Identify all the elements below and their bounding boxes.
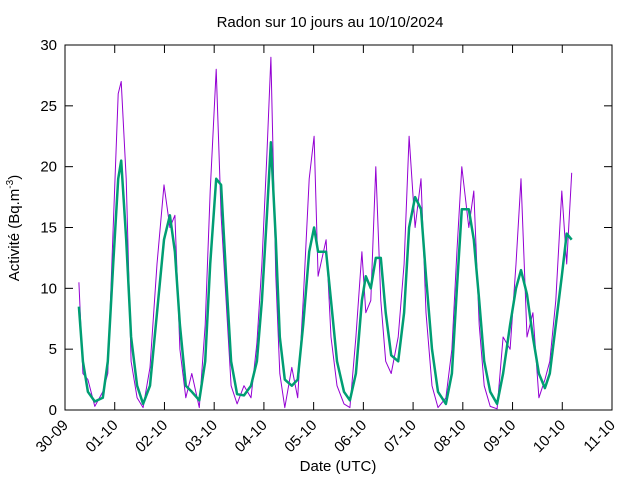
series-line xyxy=(77,141,573,406)
y-axis-label-part: ) xyxy=(6,175,23,180)
x-tick-label: 11-10 xyxy=(580,417,618,455)
y-tick-label: 30 xyxy=(40,37,57,54)
x-tick-label: 06-10 xyxy=(331,417,370,456)
y-tick-label: 5 xyxy=(49,341,57,358)
x-tick-label: 07-10 xyxy=(381,417,420,456)
y-axis-label-part: Activité (Bq.m xyxy=(6,189,23,282)
y-tick-label: 10 xyxy=(40,280,57,297)
chart-title: Radon sur 10 jours au 10/10/2024 xyxy=(217,14,444,31)
y-tick-label: 15 xyxy=(40,220,57,237)
y-tick-label: 20 xyxy=(40,159,57,176)
y-axis-label: Activité (Bq.m-3) xyxy=(5,175,23,281)
x-tick-label: 02-10 xyxy=(132,417,171,456)
x-tick-label: 30-09 xyxy=(33,417,72,456)
x-tick-label: 01-10 xyxy=(82,417,121,456)
x-tick-label: 10-10 xyxy=(530,417,569,456)
y-axis-label-sup: -3 xyxy=(5,179,16,188)
series-line xyxy=(78,56,573,410)
x-tick-label: 08-10 xyxy=(430,417,469,456)
x-axis-label: Date (UTC) xyxy=(300,458,377,475)
y-tick-label: 25 xyxy=(40,98,57,115)
x-tick-label: 04-10 xyxy=(232,417,271,456)
x-tick-label: 09-10 xyxy=(480,417,519,456)
plot-frame xyxy=(64,44,613,411)
x-tick-label: 05-10 xyxy=(281,417,320,456)
x-tick-label: 03-10 xyxy=(182,417,221,456)
y-tick-label: 0 xyxy=(49,402,57,419)
